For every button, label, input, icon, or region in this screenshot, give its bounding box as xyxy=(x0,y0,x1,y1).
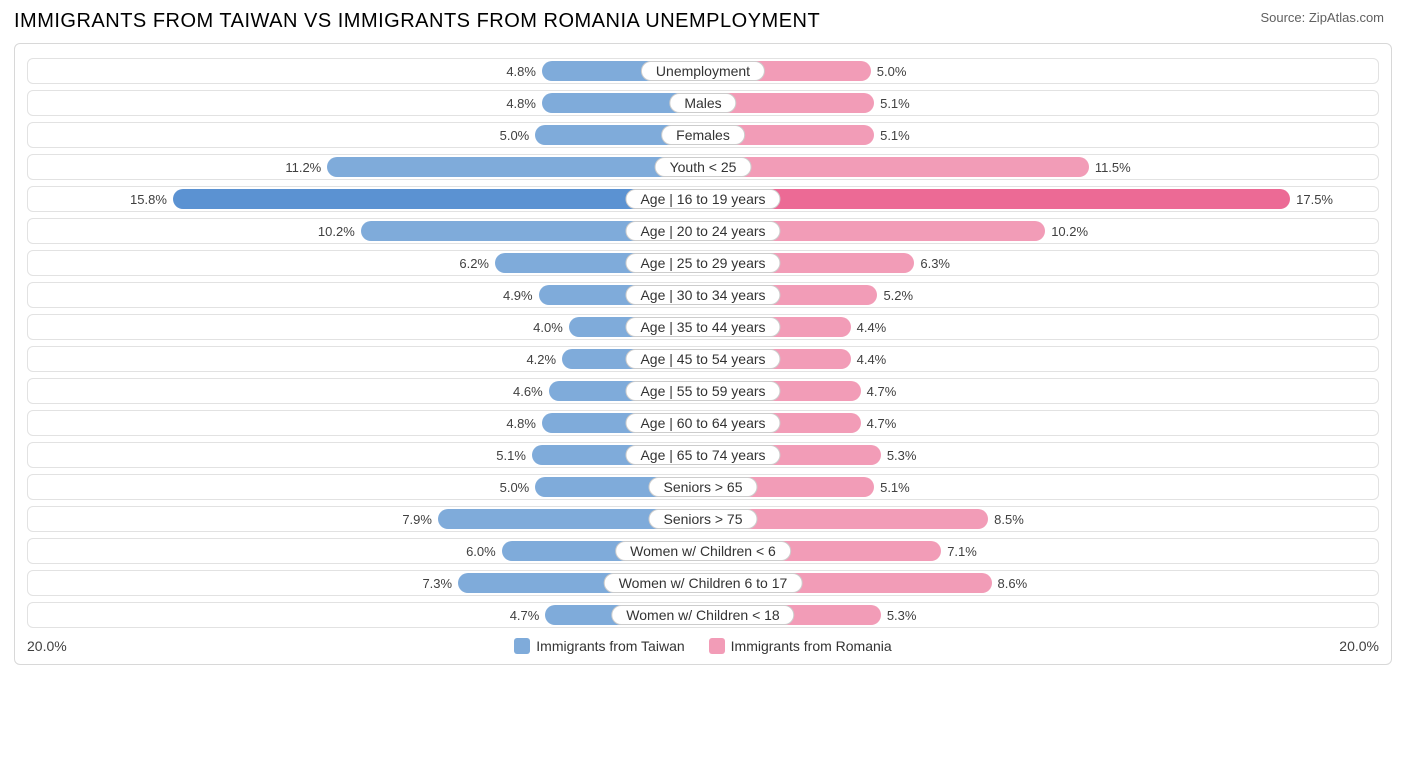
chart-row: 6.2% 6.3% Age | 25 to 29 years xyxy=(27,250,1379,276)
right-value-label: 4.7% xyxy=(867,384,897,399)
category-pill: Age | 20 to 24 years xyxy=(625,221,780,241)
chart-row: 4.9% 5.2% Age | 30 to 34 years xyxy=(27,282,1379,308)
chart-row: 11.2% 11.5% Youth < 25 xyxy=(27,154,1379,180)
right-value-label: 4.4% xyxy=(857,352,887,367)
chart-row: 4.8% 4.7% Age | 60 to 64 years xyxy=(27,410,1379,436)
left-bar xyxy=(327,157,703,177)
right-value-label: 11.5% xyxy=(1095,160,1131,175)
right-value-label: 4.4% xyxy=(857,320,887,335)
right-value-label: 8.6% xyxy=(998,576,1028,591)
source-attribution: Source: ZipAtlas.com xyxy=(1260,10,1384,25)
header: IMMIGRANTS FROM TAIWAN VS IMMIGRANTS FRO… xyxy=(14,8,1392,43)
category-pill: Youth < 25 xyxy=(655,157,752,177)
category-pill: Age | 45 to 54 years xyxy=(625,349,780,369)
chart-title: IMMIGRANTS FROM TAIWAN VS IMMIGRANTS FRO… xyxy=(14,10,820,33)
category-pill: Age | 60 to 64 years xyxy=(625,413,780,433)
chart-row: 4.0% 4.4% Age | 35 to 44 years xyxy=(27,314,1379,340)
chart-row: 15.8% 17.5% Age | 16 to 19 years xyxy=(27,186,1379,212)
right-bar xyxy=(703,189,1290,209)
chart-row: 6.0% 7.1% Women w/ Children < 6 xyxy=(27,538,1379,564)
chart-rows: 4.8% 5.0% Unemployment 4.8% 5.1% Males 5.0% 5.1… xyxy=(27,58,1379,628)
chart-row: 4.8% 5.0% Unemployment xyxy=(27,58,1379,84)
category-pill: Age | 25 to 29 years xyxy=(625,253,780,273)
right-value-label: 6.3% xyxy=(920,256,950,271)
right-value-label: 5.1% xyxy=(880,128,910,143)
chart-row: 10.2% 10.2% Age | 20 to 24 years xyxy=(27,218,1379,244)
chart-row: 7.3% 8.6% Women w/ Children 6 to 17 xyxy=(27,570,1379,596)
chart-row: 4.7% 5.3% Women w/ Children < 18 xyxy=(27,602,1379,628)
right-bar xyxy=(703,157,1089,177)
right-value-label: 5.3% xyxy=(887,448,917,463)
chart-row: 4.6% 4.7% Age | 55 to 59 years xyxy=(27,378,1379,404)
left-value-label: 5.1% xyxy=(496,448,526,463)
legend-item-left: Immigrants from Taiwan xyxy=(514,638,684,654)
category-pill: Age | 35 to 44 years xyxy=(625,317,780,337)
right-value-label: 5.1% xyxy=(880,96,910,111)
chart-row: 5.0% 5.1% Females xyxy=(27,122,1379,148)
axis-max-right: 20.0% xyxy=(1339,638,1379,654)
left-value-label: 5.0% xyxy=(500,128,530,143)
legend-item-right: Immigrants from Romania xyxy=(709,638,892,654)
right-value-label: 10.2% xyxy=(1051,224,1088,239)
left-value-label: 4.6% xyxy=(513,384,543,399)
left-value-label: 10.2% xyxy=(318,224,355,239)
chart-footer: 20.0% Immigrants from Taiwan Immigrants … xyxy=(27,634,1379,654)
right-value-label: 5.3% xyxy=(887,608,917,623)
category-pill: Age | 16 to 19 years xyxy=(625,189,780,209)
legend-label-left: Immigrants from Taiwan xyxy=(536,638,684,654)
left-value-label: 4.0% xyxy=(533,320,563,335)
chart-row: 5.1% 5.3% Age | 65 to 74 years xyxy=(27,442,1379,468)
category-pill: Age | 55 to 59 years xyxy=(625,381,780,401)
right-value-label: 5.0% xyxy=(877,64,907,79)
left-value-label: 11.2% xyxy=(285,160,321,175)
chart-container: IMMIGRANTS FROM TAIWAN VS IMMIGRANTS FRO… xyxy=(0,0,1406,673)
left-value-label: 4.8% xyxy=(506,416,536,431)
legend-label-right: Immigrants from Romania xyxy=(731,638,892,654)
left-value-label: 6.0% xyxy=(466,544,496,559)
category-pill: Women w/ Children < 6 xyxy=(615,541,791,561)
category-pill: Age | 65 to 74 years xyxy=(625,445,780,465)
legend: Immigrants from Taiwan Immigrants from R… xyxy=(67,638,1340,654)
chart-row: 7.9% 8.5% Seniors > 75 xyxy=(27,506,1379,532)
left-bar xyxy=(173,189,703,209)
left-value-label: 4.7% xyxy=(510,608,540,623)
swatch-icon xyxy=(514,638,530,654)
chart-row: 5.0% 5.1% Seniors > 65 xyxy=(27,474,1379,500)
left-value-label: 4.2% xyxy=(526,352,556,367)
diverging-bar-chart: 4.8% 5.0% Unemployment 4.8% 5.1% Males 5.0% 5.1… xyxy=(14,43,1392,665)
right-value-label: 4.7% xyxy=(867,416,897,431)
left-value-label: 4.8% xyxy=(506,96,536,111)
left-value-label: 4.8% xyxy=(506,64,536,79)
category-pill: Seniors > 75 xyxy=(649,509,758,529)
chart-row: 4.8% 5.1% Males xyxy=(27,90,1379,116)
category-pill: Age | 30 to 34 years xyxy=(625,285,780,305)
category-pill: Unemployment xyxy=(641,61,765,81)
left-value-label: 6.2% xyxy=(459,256,489,271)
left-value-label: 7.9% xyxy=(402,512,432,527)
left-value-label: 15.8% xyxy=(130,192,167,207)
swatch-icon xyxy=(709,638,725,654)
right-value-label: 17.5% xyxy=(1296,192,1333,207)
category-pill: Women w/ Children 6 to 17 xyxy=(604,573,803,593)
left-value-label: 7.3% xyxy=(422,576,452,591)
right-value-label: 5.2% xyxy=(883,288,913,303)
category-pill: Women w/ Children < 18 xyxy=(611,605,794,625)
category-pill: Seniors > 65 xyxy=(649,477,758,497)
left-value-label: 4.9% xyxy=(503,288,533,303)
axis-max-left: 20.0% xyxy=(27,638,67,654)
right-value-label: 8.5% xyxy=(994,512,1024,527)
category-pill: Females xyxy=(661,125,745,145)
right-value-label: 7.1% xyxy=(947,544,977,559)
left-value-label: 5.0% xyxy=(500,480,530,495)
chart-row: 4.2% 4.4% Age | 45 to 54 years xyxy=(27,346,1379,372)
category-pill: Males xyxy=(669,93,736,113)
right-value-label: 5.1% xyxy=(880,480,910,495)
